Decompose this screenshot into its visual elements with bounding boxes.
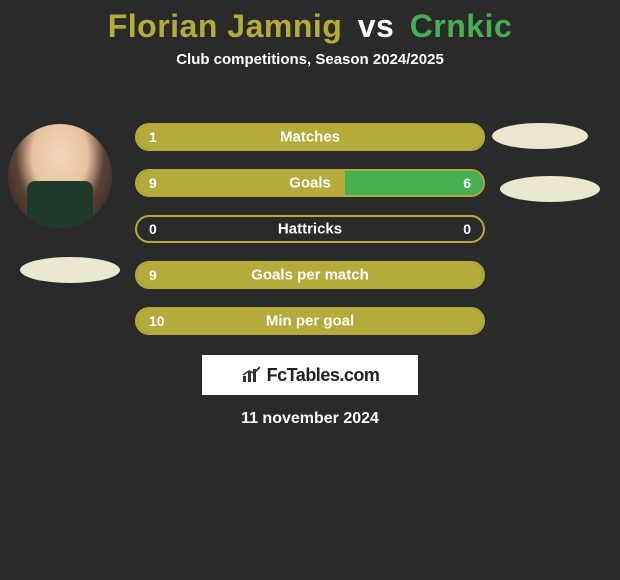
player1-name: Florian Jamnig: [108, 8, 343, 44]
decorative-ellipse: [500, 176, 600, 202]
stats-container: 1 Matches 9 Goals 6 0 Hattricks 0 9 Goals per mat…: [135, 123, 485, 353]
vs-word: vs: [358, 8, 395, 44]
player1-avatar: [8, 124, 112, 228]
decorative-ellipse: [20, 257, 120, 283]
snapshot-date: 11 november 2024: [241, 410, 379, 428]
stat-row: 0 Hattricks 0: [135, 215, 485, 243]
stat-label: Min per goal: [266, 313, 354, 330]
stat-value-right: 0: [463, 221, 471, 237]
player2-name: Crnkic: [410, 8, 513, 44]
stat-label: Goals: [289, 175, 331, 192]
stat-row: 10 Min per goal: [135, 307, 485, 335]
stat-label: Goals per match: [251, 267, 369, 284]
fctables-logo: FcTables.com: [202, 355, 418, 395]
logo-text: FcTables.com: [267, 365, 380, 386]
stat-value-left: 0: [149, 221, 157, 237]
stat-label: Hattricks: [278, 221, 342, 238]
chart-icon: [241, 366, 263, 384]
comparison-subtitle: Club competitions, Season 2024/2025: [0, 51, 620, 68]
stat-value-left: 9: [149, 267, 157, 283]
stat-row: 9 Goals 6: [135, 169, 485, 197]
stat-label: Matches: [280, 129, 340, 146]
stat-row: 1 Matches: [135, 123, 485, 151]
stat-value-left: 9: [149, 175, 157, 191]
comparison-title: Florian Jamnig vs Crnkic: [0, 0, 620, 45]
stat-value-left: 10: [149, 313, 165, 329]
stat-value-right: 6: [463, 175, 471, 191]
decorative-ellipse: [492, 123, 588, 149]
stat-row: 9 Goals per match: [135, 261, 485, 289]
stat-value-left: 1: [149, 129, 157, 145]
